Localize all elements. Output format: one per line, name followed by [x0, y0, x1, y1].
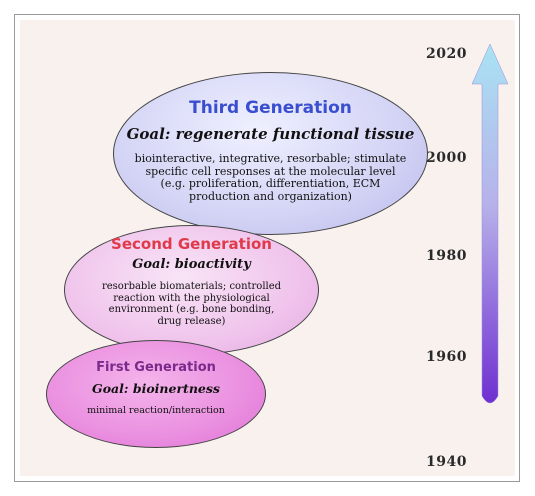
timeline-arrow	[471, 44, 509, 404]
second-generation-goal: Goal: bioactivity	[132, 257, 251, 272]
first-generation-description: minimal reaction/interaction	[47, 405, 265, 417]
second-generation-desc-line: resorbable biomaterials; controlled	[101, 281, 282, 292]
year-label-1980: 1980	[426, 248, 467, 264]
third-generation-desc-line: production and organization)	[189, 189, 352, 203]
first-generation-desc-line: minimal reaction/interaction	[87, 405, 225, 416]
figure-frame	[14, 14, 520, 482]
first-generation-goal: Goal: bioinertness	[92, 381, 220, 396]
third-generation-desc-line: biointeractive, integrative, resorbable;…	[134, 152, 407, 165]
second-generation-description: resorbable biomaterials; controlled reac…	[65, 281, 318, 327]
second-generation-desc-line: drug release)	[157, 315, 226, 327]
third-generation-desc-line: specific cell responses at the molecular…	[145, 164, 396, 178]
year-label-2000: 2000	[426, 150, 467, 166]
second-generation-ellipse: Second Generation Goal: bioactivity reso…	[64, 225, 319, 355]
third-generation-goal: Goal: regenerate functional tissue	[126, 125, 415, 143]
year-label-2020: 2020	[426, 46, 467, 62]
year-label-1940: 1940	[426, 454, 467, 470]
second-generation-title: Second Generation	[111, 235, 272, 253]
second-generation-desc-line: reaction with the physiological	[113, 292, 270, 304]
first-generation-ellipse: First Generation Goal: bioinertness mini…	[46, 340, 266, 448]
first-generation-title: First Generation	[96, 360, 216, 375]
third-generation-title: Third Generation	[189, 98, 352, 118]
year-label-1960: 1960	[426, 349, 467, 365]
second-generation-desc-line: environment (e.g. bone bonding,	[108, 304, 275, 315]
third-generation-desc-line: (e.g. proliferation, differentiation, EC…	[160, 177, 381, 191]
third-generation-ellipse: Third Generation Goal: regenerate functi…	[113, 72, 428, 235]
third-generation-description: biointeractive, integrative, resorbable;…	[114, 152, 427, 204]
